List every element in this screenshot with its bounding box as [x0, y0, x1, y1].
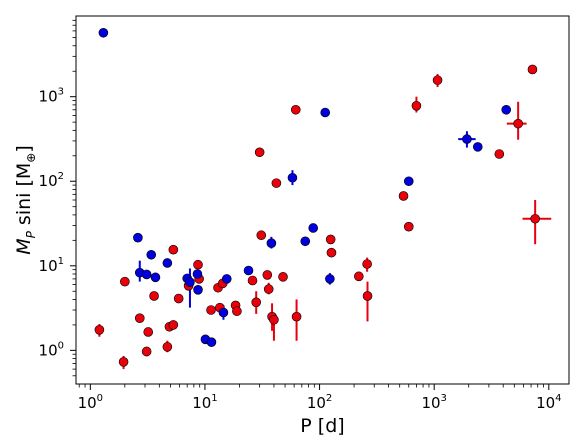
data-point	[146, 249, 157, 260]
data-point	[143, 327, 154, 337]
data-point	[149, 291, 159, 301]
y-tick-label: 102	[39, 171, 64, 190]
data-point	[141, 269, 152, 280]
data-point	[326, 247, 337, 258]
data-point	[168, 244, 179, 255]
data-point	[206, 305, 216, 315]
data-point	[94, 325, 105, 335]
data-point	[362, 291, 373, 301]
data-point	[221, 274, 232, 284]
data-point	[256, 230, 267, 241]
y-tick-label: 100	[39, 340, 64, 359]
plot-frame	[75, 15, 570, 385]
data-point	[278, 272, 288, 282]
data-point	[193, 285, 203, 295]
data-point	[472, 142, 483, 152]
y-tick-label: 101	[39, 256, 64, 275]
data-point	[243, 265, 254, 276]
data-point	[251, 297, 261, 308]
data-points	[94, 27, 540, 367]
data-point	[354, 271, 364, 282]
axis-ticks: 100 101 102 103 104 100 101 102 103	[39, 19, 562, 412]
data-point	[254, 147, 265, 158]
data-point	[118, 357, 129, 367]
data-point	[193, 259, 203, 270]
data-point	[362, 259, 372, 269]
data-point	[192, 269, 203, 279]
data-point	[133, 232, 143, 243]
data-point	[98, 27, 109, 38]
y-axis-label-symbol: M	[13, 238, 35, 254]
y-axis-label-sini: sini [M	[13, 163, 35, 231]
data-point	[513, 118, 523, 129]
y-axis-label-subscript: P	[24, 230, 38, 238]
data-point	[501, 104, 512, 115]
data-point	[263, 284, 274, 294]
data-point	[134, 313, 145, 324]
data-point	[162, 342, 173, 352]
data-point	[325, 234, 336, 245]
data-point	[432, 75, 443, 85]
data-point	[141, 346, 152, 357]
data-point	[168, 320, 179, 330]
data-point	[411, 101, 422, 111]
data-point	[185, 277, 195, 287]
data-point	[173, 293, 184, 304]
data-point	[287, 172, 298, 183]
data-point	[247, 275, 258, 286]
data-point	[403, 221, 414, 232]
y-axis-label-close: ]	[13, 145, 35, 152]
data-point	[232, 306, 242, 317]
data-point	[403, 176, 414, 187]
data-point	[218, 307, 229, 318]
y-axis-label: MP sini [M⊕]	[13, 145, 38, 255]
y-tick-label: 103	[39, 87, 64, 106]
x-tick-label: 104	[536, 393, 561, 412]
data-point	[269, 314, 279, 325]
data-point	[266, 238, 277, 249]
x-tick-label: 103	[421, 393, 446, 412]
data-point	[162, 258, 173, 268]
data-point	[527, 64, 538, 75]
y-axis-label-earth-subscript: ⊕	[24, 153, 38, 163]
x-tick-label: 102	[307, 393, 332, 412]
data-point	[262, 270, 273, 280]
data-point	[308, 223, 319, 233]
data-point	[398, 191, 409, 201]
x-tick-label: 101	[192, 393, 217, 412]
data-point	[300, 236, 311, 247]
data-point	[320, 107, 331, 118]
data-point	[150, 272, 161, 283]
x-tick-label: 100	[78, 393, 103, 412]
data-point	[271, 178, 282, 188]
data-point	[290, 104, 301, 115]
data-point	[462, 134, 472, 144]
x-axis-label: P [d]	[300, 415, 344, 437]
data-point	[494, 149, 505, 159]
data-point	[291, 311, 302, 322]
data-point	[120, 276, 130, 287]
data-point	[530, 213, 540, 224]
data-point	[206, 337, 217, 347]
data-point	[325, 274, 335, 284]
